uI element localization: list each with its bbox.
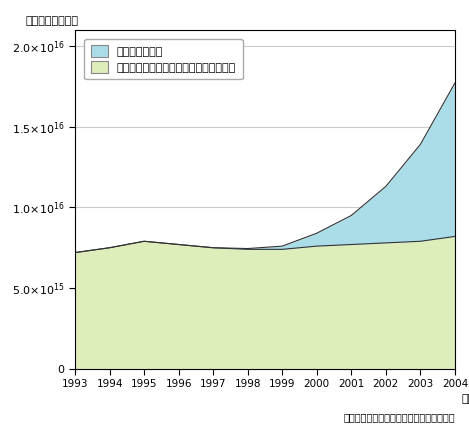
Text: （年度）: （年度） <box>462 394 469 404</box>
Text: 情報量（ワード）: 情報量（ワード） <box>26 16 79 26</box>
Legend: インターネット, インターネットを除く情報通信メディア: インターネット, インターネットを除く情報通信メディア <box>84 39 242 79</box>
Text: （出典）総務省「情報流通センサス調査」: （出典）総務省「情報流通センサス調査」 <box>343 412 455 422</box>
